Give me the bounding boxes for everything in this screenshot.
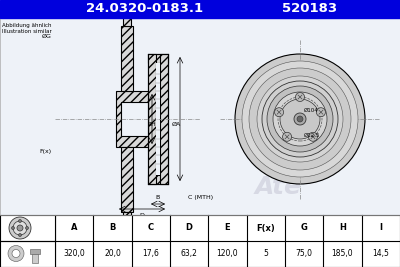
Circle shape — [12, 249, 20, 257]
Bar — [0, 18, 400, 215]
Circle shape — [316, 108, 326, 117]
Text: Ate: Ate — [255, 175, 302, 199]
Text: 14,5: 14,5 — [372, 249, 389, 258]
Text: 5: 5 — [263, 249, 268, 258]
Bar — [0, 18, 200, 215]
Text: ØE: ØE — [128, 122, 136, 127]
Bar — [148, 175, 168, 184]
Text: ØG: ØG — [42, 33, 52, 38]
Text: C: C — [148, 223, 154, 233]
Text: F(x): F(x) — [40, 150, 52, 155]
Circle shape — [308, 132, 318, 141]
Text: 63,2: 63,2 — [181, 249, 198, 258]
Circle shape — [297, 116, 303, 122]
Text: 520183: 520183 — [282, 2, 338, 15]
Circle shape — [18, 219, 22, 222]
Bar — [121, 147, 133, 212]
Bar — [156, 63, 160, 175]
Text: Illustration similar: Illustration similar — [2, 29, 52, 34]
Text: A: A — [71, 223, 78, 233]
Bar — [0, 18, 400, 215]
Circle shape — [257, 76, 343, 162]
Text: 75,0: 75,0 — [296, 249, 313, 258]
Circle shape — [242, 61, 358, 177]
Text: ØI: ØI — [45, 9, 52, 14]
Bar — [30, 249, 40, 253]
Text: 120,0: 120,0 — [217, 249, 238, 258]
Circle shape — [26, 226, 28, 230]
Circle shape — [265, 84, 335, 154]
Circle shape — [273, 92, 327, 146]
Text: G: G — [301, 223, 308, 233]
Bar — [55, 215, 400, 267]
Circle shape — [296, 92, 304, 101]
Text: B: B — [156, 195, 160, 200]
Text: Abbildung ähnlich: Abbildung ähnlich — [2, 23, 52, 28]
Text: H: H — [339, 223, 346, 233]
Text: Ø104: Ø104 — [304, 108, 319, 113]
Bar — [121, 26, 133, 91]
Text: D: D — [140, 213, 144, 218]
Circle shape — [17, 225, 23, 231]
Text: B: B — [109, 223, 116, 233]
Text: ØA: ØA — [172, 122, 181, 127]
Text: D: D — [186, 223, 193, 233]
Circle shape — [262, 81, 338, 157]
Text: F(x): F(x) — [256, 223, 275, 233]
Bar — [0, 0, 400, 18]
Bar — [123, 6, 131, 26]
Bar — [116, 91, 148, 147]
Circle shape — [274, 108, 284, 117]
Text: C (MTH): C (MTH) — [188, 195, 213, 200]
Text: I: I — [379, 223, 382, 233]
Bar — [148, 54, 168, 63]
Text: Ø12,5: Ø12,5 — [304, 133, 320, 138]
Bar — [123, 212, 131, 232]
Text: 320,0: 320,0 — [63, 249, 85, 258]
Circle shape — [294, 113, 306, 125]
Circle shape — [235, 54, 365, 184]
Text: ØH: ØH — [147, 122, 157, 127]
Bar — [148, 54, 156, 184]
Text: 17,6: 17,6 — [142, 249, 159, 258]
Circle shape — [18, 234, 22, 237]
Circle shape — [13, 221, 27, 235]
Circle shape — [9, 217, 31, 239]
Circle shape — [12, 226, 14, 230]
Bar — [0, 215, 55, 267]
Text: 20,0: 20,0 — [104, 249, 121, 258]
Text: 24.0320-0183.1: 24.0320-0183.1 — [86, 2, 204, 15]
Circle shape — [282, 132, 292, 141]
Circle shape — [249, 68, 351, 170]
Bar — [160, 54, 168, 184]
Circle shape — [267, 86, 333, 152]
Bar — [32, 253, 38, 262]
Circle shape — [8, 245, 24, 261]
Bar — [200, 18, 400, 215]
Text: E: E — [225, 223, 230, 233]
Circle shape — [280, 99, 320, 139]
Text: 185,0: 185,0 — [332, 249, 353, 258]
Bar — [121, 102, 148, 136]
